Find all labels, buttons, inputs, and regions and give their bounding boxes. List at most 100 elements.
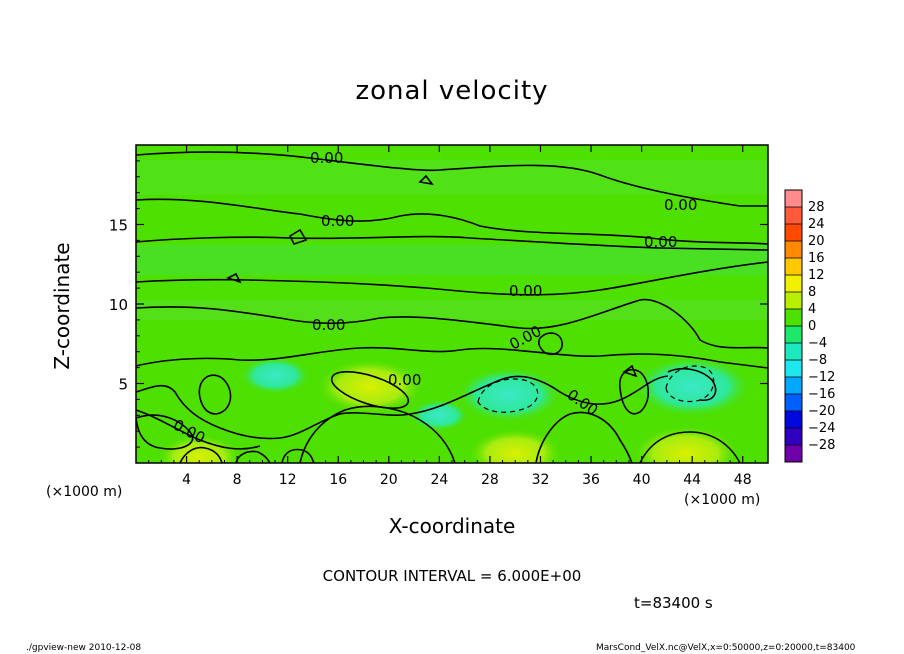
- colorbar-label: −4: [808, 336, 827, 351]
- contour-line: [538, 332, 563, 356]
- contour-lines: [136, 151, 768, 463]
- footer-left: ./gpview-new 2010-12-08: [26, 643, 142, 653]
- colorbar-swatch: [785, 411, 802, 428]
- contour-line: [535, 411, 633, 463]
- colorbar-label: −24: [808, 421, 835, 436]
- band-shade: [136, 245, 768, 275]
- x-axis-label: X-coordinate: [388, 514, 516, 538]
- x-tick-label: 20: [380, 472, 398, 488]
- anomaly-negative: [239, 356, 312, 395]
- y-tick-label: 5: [118, 376, 128, 394]
- contour-line: [639, 431, 741, 463]
- colorbar-swatch: [785, 445, 802, 462]
- contour-line: [136, 298, 768, 349]
- y-tick-label: 10: [109, 296, 128, 314]
- contour-line: [288, 228, 308, 245]
- colorbar-swatch: [785, 292, 802, 309]
- contour-label: 0.00: [310, 149, 343, 167]
- negative-contour: [477, 378, 539, 413]
- x-tick-label: 4: [182, 472, 191, 488]
- contour-line: [136, 375, 669, 440]
- contour-label: 0.00: [644, 233, 677, 251]
- contour-line: [136, 235, 768, 251]
- x-tick-label: 16: [329, 472, 347, 488]
- contour-label: 0.00: [388, 371, 421, 389]
- colorbar-swatch: [785, 377, 802, 394]
- x-axis: 4 8 12 16 20 24 28 32 36 40 44 48: [148, 145, 756, 488]
- colorbar-label: 28: [808, 200, 825, 215]
- negative-contour: [665, 365, 715, 403]
- contour-line: [667, 367, 717, 402]
- x-tick-label: 44: [683, 472, 701, 488]
- colorbar-label: 4: [808, 302, 816, 317]
- footer-right: MarsCond_VelX.nc@VelX,x=0:50000,z=0:2000…: [596, 643, 856, 653]
- x-tick-label: 28: [481, 472, 499, 488]
- contour-line: [179, 446, 223, 463]
- contour-line: [136, 261, 768, 296]
- x-tick-label: 24: [430, 472, 448, 488]
- contour-label: 0.00: [664, 196, 697, 214]
- negative-contours: [477, 365, 715, 413]
- colorbar-swatch: [785, 394, 802, 411]
- contour-loop: [330, 371, 410, 409]
- anomaly-negative: [632, 355, 753, 418]
- colorbar-swatch: [785, 224, 802, 241]
- colorbar-label: 16: [808, 251, 825, 266]
- shading-bands: [136, 160, 768, 320]
- contour-line: [136, 198, 768, 245]
- x-tick-label: 32: [532, 472, 550, 488]
- colorbar-label: 8: [808, 285, 816, 300]
- contour-loop: [136, 414, 194, 450]
- contour-interval-text: CONTOUR INTERVAL = 6.000E+00: [322, 567, 582, 585]
- colorbar-label: −28: [808, 438, 835, 453]
- x-tick-label: 12: [279, 472, 297, 488]
- y-axis-label: Z-coordinate: [50, 242, 74, 370]
- x-tick-label: 36: [582, 472, 600, 488]
- colorbar-swatch: [785, 343, 802, 360]
- colorbar-label: −20: [808, 404, 835, 419]
- band-shade: [136, 300, 768, 320]
- y-tick-label: 15: [109, 217, 128, 235]
- colorbar-label: 0: [808, 319, 816, 334]
- x-tick-label: 8: [233, 472, 242, 488]
- colorbar-swatch: [785, 326, 802, 343]
- contour-label: 0.00: [509, 282, 542, 300]
- anomaly-positive: [467, 428, 564, 463]
- anomaly-layer: [157, 355, 753, 463]
- colorbar-swatch: [785, 241, 802, 258]
- contour-label: 0.00: [312, 316, 345, 334]
- colorbar-swatch: [785, 275, 802, 292]
- time-label: t=83400 s: [634, 594, 713, 612]
- contour-line: [136, 346, 768, 369]
- x-unit-label-right: (×1000 m): [684, 492, 761, 508]
- colorbar-label: 20: [808, 234, 825, 249]
- contour-line: [281, 448, 315, 463]
- colorbar-swatch: [785, 309, 802, 326]
- colorbar: 28 24 20 16 12 8 4 0 −4 −8 −12 −16 −20 −24 −28: [784, 189, 835, 463]
- y-axis: 5 10 15: [109, 160, 768, 448]
- anomaly-negative: [454, 366, 563, 423]
- contour-line: [225, 272, 242, 284]
- colorbar-label: 24: [808, 217, 825, 232]
- colorbar-label: −8: [808, 353, 827, 368]
- colorbar-label: −12: [808, 370, 835, 385]
- colorbar-swatch: [785, 190, 802, 207]
- x-unit-label-left: (×1000 m): [46, 484, 123, 500]
- colorbar-label: 12: [808, 268, 825, 283]
- contour-line: [136, 409, 261, 450]
- colorbar-label: −16: [808, 387, 835, 402]
- colorbar-swatch: [785, 428, 802, 445]
- colorbar-swatch: [785, 207, 802, 224]
- contour-line: [235, 450, 271, 463]
- chart-title: zonal velocity: [355, 76, 549, 106]
- colorbar-swatch: [785, 258, 802, 275]
- x-tick-label: 48: [734, 472, 752, 488]
- anomaly-negative: [409, 399, 470, 432]
- anomaly-positive: [631, 425, 740, 463]
- colorbar-swatch: [785, 360, 802, 377]
- x-tick-label: 40: [633, 472, 651, 488]
- band-shade: [136, 160, 768, 195]
- contour-line: [136, 151, 768, 207]
- contour-line: [622, 364, 638, 378]
